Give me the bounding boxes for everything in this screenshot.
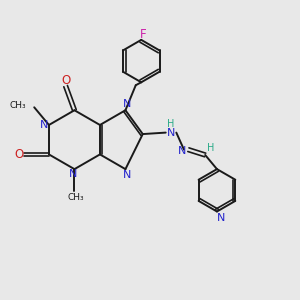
Text: N: N bbox=[123, 99, 131, 110]
Text: O: O bbox=[14, 148, 23, 161]
Text: N: N bbox=[217, 213, 226, 223]
Text: N: N bbox=[167, 128, 175, 138]
Text: N: N bbox=[40, 120, 48, 130]
Text: N: N bbox=[69, 169, 77, 179]
Text: N: N bbox=[178, 146, 187, 156]
Text: O: O bbox=[61, 74, 70, 87]
Text: F: F bbox=[140, 28, 146, 41]
Text: CH₃: CH₃ bbox=[9, 101, 26, 110]
Text: N: N bbox=[123, 170, 131, 180]
Text: H: H bbox=[167, 119, 175, 129]
Text: H: H bbox=[207, 142, 214, 153]
Text: CH₃: CH₃ bbox=[68, 193, 84, 202]
